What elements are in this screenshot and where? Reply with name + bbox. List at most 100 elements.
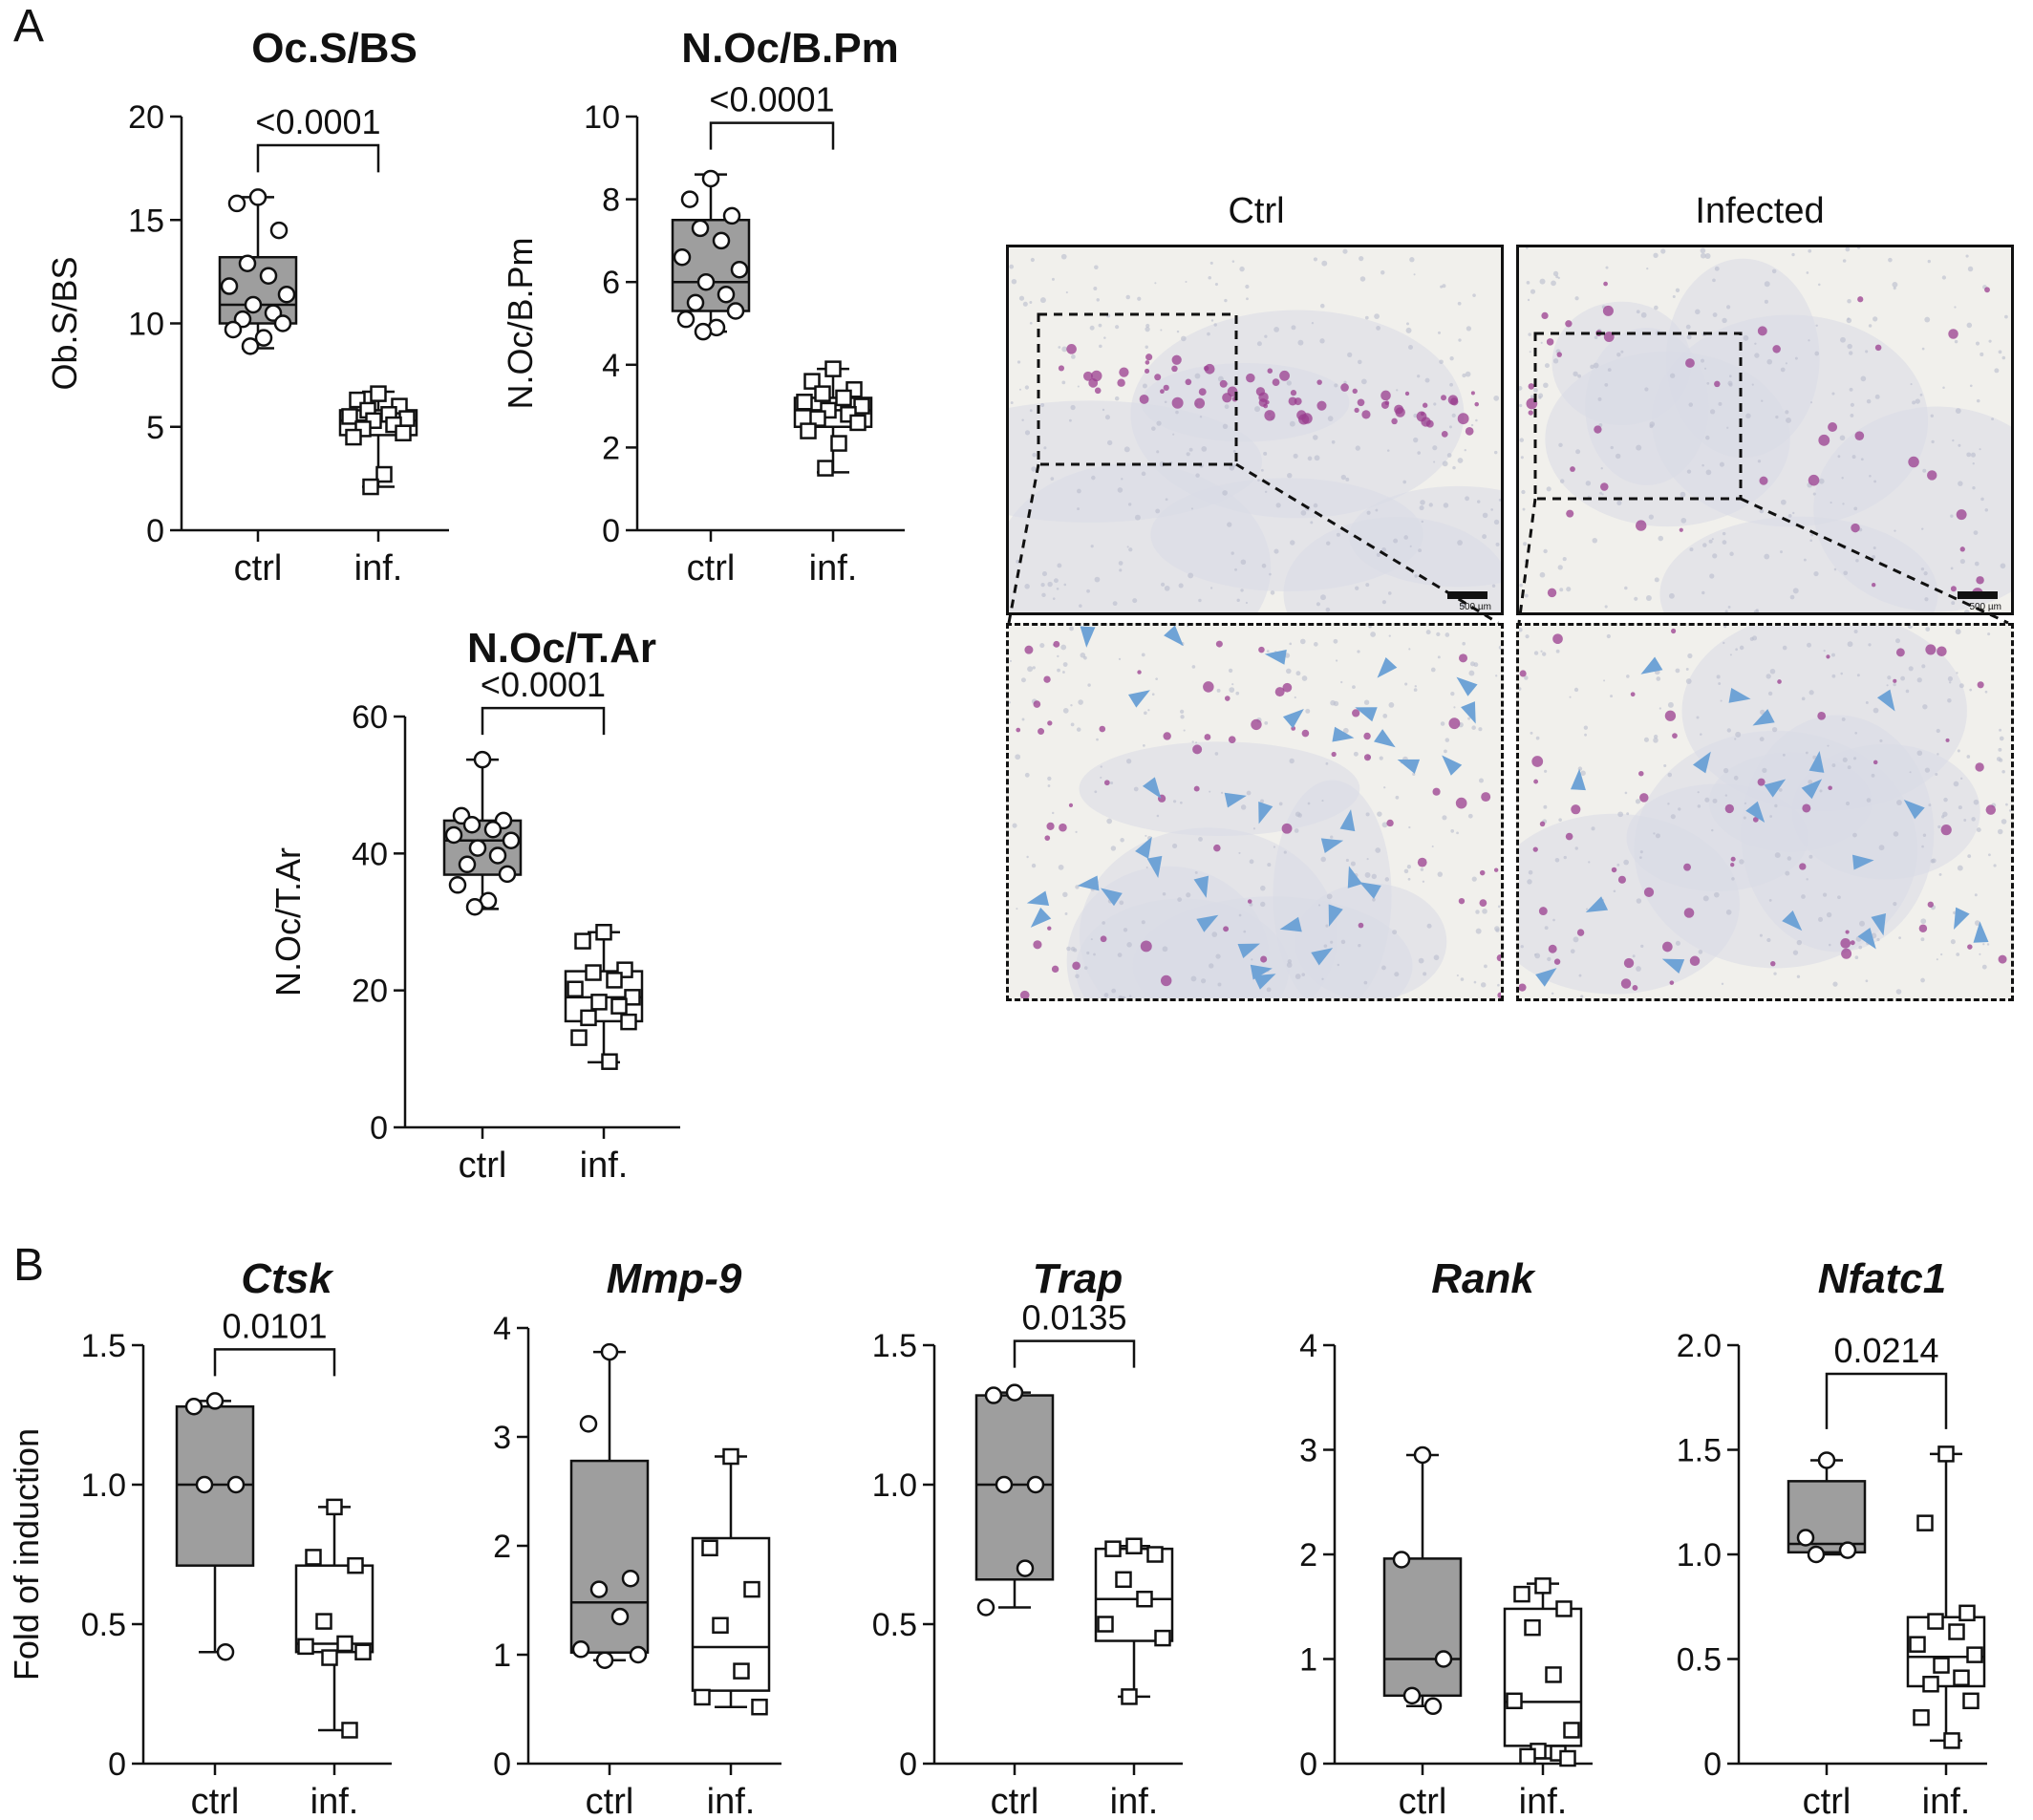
tissue-speckle <box>1667 803 1670 805</box>
tissue-speckle <box>1465 496 1470 502</box>
trap-stain <box>1386 819 1394 827</box>
tissue-speckle <box>1388 701 1395 708</box>
tissue-speckle <box>1289 758 1295 764</box>
arrowhead-marker <box>1851 854 1874 870</box>
tissue-speckle <box>1643 737 1649 742</box>
tissue-speckle <box>1321 977 1324 980</box>
tissue-speckle <box>1972 486 1976 490</box>
p-value-label: 0.0135 <box>1021 1298 1126 1338</box>
tissue-speckle <box>1210 319 1214 322</box>
tissue-speckle <box>1295 974 1301 979</box>
data-point <box>395 424 412 441</box>
bracket-line <box>213 1348 336 1377</box>
tissue-speckle <box>1235 691 1240 696</box>
data-point <box>277 285 296 304</box>
y-tick-label: 1 <box>493 1638 511 1674</box>
trap-stain <box>1068 803 1074 807</box>
tissue-speckle <box>1675 668 1680 674</box>
tissue-speckle <box>1402 480 1407 484</box>
tissue-speckle <box>1686 334 1692 340</box>
tissue-speckle <box>1209 261 1213 265</box>
tissue-speckle <box>1685 324 1691 330</box>
tissue-speckle <box>1586 908 1589 910</box>
tissue-speckle <box>1725 910 1732 915</box>
tissue-speckle <box>1894 638 1901 644</box>
tissue-speckle <box>1444 632 1450 637</box>
data-point <box>297 1638 314 1656</box>
trap-stain <box>1258 646 1265 653</box>
tissue-speckle <box>1009 264 1015 269</box>
trap-stain <box>1519 983 1527 992</box>
tissue-speckle <box>1457 540 1463 546</box>
tissue-speckle <box>1519 687 1522 691</box>
tissue-speckle <box>1874 394 1880 399</box>
tissue-speckle <box>1102 921 1105 925</box>
scale-bar-label: 500 µm <box>1459 602 1491 612</box>
tissue-speckle <box>1090 545 1094 548</box>
trap-stain <box>1975 762 1984 772</box>
tissue-speckle <box>1636 310 1640 314</box>
tissue-speckle <box>1457 301 1462 306</box>
trap-stain <box>1047 926 1052 931</box>
trap-stain <box>1553 958 1561 965</box>
tissue-speckle <box>1355 445 1360 451</box>
trap-stain <box>1967 944 1973 950</box>
tissue-speckle <box>1879 739 1883 743</box>
tissue-speckle <box>1032 452 1037 458</box>
trap-stain <box>1479 869 1486 876</box>
scale-bar <box>1447 591 1487 599</box>
trap-stain <box>1264 410 1275 421</box>
tissue-speckle <box>1530 289 1536 294</box>
tissue-speckle <box>2001 819 2007 824</box>
tissue-speckle <box>1099 344 1102 349</box>
data-point <box>315 1613 332 1630</box>
tissue-speckle <box>1893 831 1899 837</box>
tissue-speckle <box>1118 995 1124 998</box>
tissue-speckle <box>1270 590 1275 595</box>
tissue-speckle <box>1342 727 1349 734</box>
tissue-speckle <box>1141 471 1146 477</box>
tissue-speckle <box>1114 396 1120 401</box>
tissue-speckle <box>1871 773 1875 778</box>
arrowhead-marker <box>1640 656 1663 674</box>
tissue-speckle <box>1943 797 1948 803</box>
tissue-speckle <box>1868 643 1872 647</box>
x-tick-label: inf. <box>354 548 403 589</box>
arrowhead-marker <box>1311 948 1334 966</box>
chart-title: Oc.S/BS <box>251 25 417 72</box>
tissue-speckle <box>1822 892 1828 897</box>
tissue-speckle <box>1186 892 1191 898</box>
tissue-speckle <box>1357 359 1362 365</box>
bracket-line <box>256 143 380 173</box>
tissue-speckle <box>1450 691 1455 696</box>
tissue-speckle <box>1653 832 1656 835</box>
tissue-speckle <box>1997 828 2003 835</box>
trap-stain <box>1222 393 1232 403</box>
tissue-speckle <box>1347 352 1353 357</box>
tissue-speckle <box>1198 598 1202 603</box>
tissue-speckle <box>1160 582 1166 587</box>
data-point <box>726 302 745 320</box>
tissue-speckle <box>1077 488 1081 494</box>
tissue-speckle <box>1575 449 1581 455</box>
tissue-speckle <box>1103 993 1109 997</box>
tissue-speckle <box>1982 943 1985 946</box>
data-point <box>800 422 817 439</box>
data-point <box>1115 1571 1132 1589</box>
chart-title: N.Oc/B.Pm <box>681 25 898 72</box>
tissue-speckle <box>1594 335 1598 340</box>
significance-bracket: 0.0214 <box>1825 1331 1948 1429</box>
trap-stain <box>1918 924 1928 933</box>
trap-stain <box>1948 329 1958 339</box>
tissue-speckle <box>1321 800 1324 803</box>
data-point <box>717 285 736 304</box>
data-point <box>448 876 467 894</box>
tissue-speckle <box>1764 299 1768 304</box>
tissue-speckle <box>1853 506 1858 511</box>
tissue-speckle <box>1767 691 1773 696</box>
box <box>691 1536 771 1692</box>
trap-stain <box>1251 718 1262 731</box>
tissue-speckle <box>1540 650 1543 653</box>
